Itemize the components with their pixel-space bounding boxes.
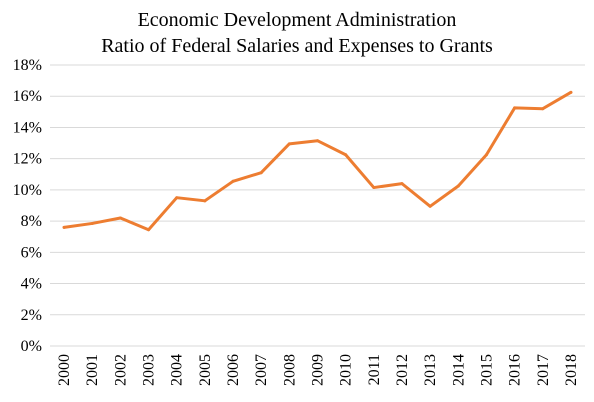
- data-point-2006: [231, 179, 235, 183]
- data-point-2011: [372, 186, 376, 190]
- x-tick-label-2011: 2011: [366, 354, 383, 385]
- y-tick-label-8: 16%: [13, 88, 42, 105]
- data-point-2012: [400, 182, 404, 186]
- x-tick-label-2010: 2010: [338, 354, 355, 386]
- y-tick-label-3: 6%: [21, 244, 42, 261]
- data-point-2001: [90, 221, 94, 225]
- x-tick-label-2017: 2017: [535, 354, 552, 386]
- y-tick-label-2: 4%: [21, 276, 42, 293]
- x-tick-label-2015: 2015: [478, 354, 495, 386]
- y-tick-label-9: 18%: [13, 57, 42, 74]
- x-tick-label-2018: 2018: [563, 354, 580, 386]
- data-point-2005: [203, 199, 207, 203]
- data-point-2000: [62, 225, 66, 229]
- x-tick-label-2006: 2006: [225, 354, 242, 386]
- x-tick-label-2013: 2013: [422, 354, 439, 386]
- x-tick-label-2014: 2014: [450, 354, 467, 386]
- chart-title-line-1: Economic Development Administration: [137, 9, 457, 31]
- x-tick-label-2008: 2008: [281, 354, 298, 386]
- chart-title-line-2: Ratio of Federal Salaries and Expenses t…: [101, 35, 493, 57]
- data-point-2007: [259, 171, 263, 175]
- x-tick-label-2004: 2004: [169, 354, 186, 386]
- x-tick-label-2012: 2012: [394, 354, 411, 386]
- data-point-2009: [316, 139, 319, 143]
- data-point-2008: [287, 142, 291, 146]
- x-tick-label-2003: 2003: [141, 354, 158, 386]
- x-tick-label-2001: 2001: [84, 354, 101, 386]
- data-point-2003: [147, 228, 151, 232]
- data-point-2014: [456, 184, 460, 188]
- y-tick-label-0: 0%: [21, 338, 42, 355]
- x-tick-label-2000: 2000: [56, 354, 73, 386]
- data-point-2013: [428, 204, 432, 208]
- y-tick-label-7: 14%: [13, 119, 42, 136]
- y-tick-label-5: 10%: [13, 182, 42, 199]
- data-point-2010: [344, 153, 348, 157]
- data-point-2015: [484, 153, 488, 157]
- data-point-2016: [513, 106, 517, 110]
- data-point-2017: [541, 107, 545, 111]
- x-tick-label-2005: 2005: [197, 354, 214, 386]
- data-point-2004: [175, 196, 179, 200]
- x-tick-label-2002: 2002: [112, 354, 129, 386]
- series-line-0: [62, 90, 573, 232]
- y-tick-label-6: 12%: [13, 151, 42, 168]
- y-tick-label-1: 2%: [21, 307, 42, 324]
- x-tick-label-2007: 2007: [253, 354, 270, 386]
- x-tick-label-2016: 2016: [507, 354, 524, 386]
- x-tick-label-2009: 2009: [310, 354, 327, 386]
- data-point-2018: [569, 90, 573, 94]
- data-point-2002: [118, 216, 122, 220]
- y-tick-label-4: 8%: [21, 213, 42, 230]
